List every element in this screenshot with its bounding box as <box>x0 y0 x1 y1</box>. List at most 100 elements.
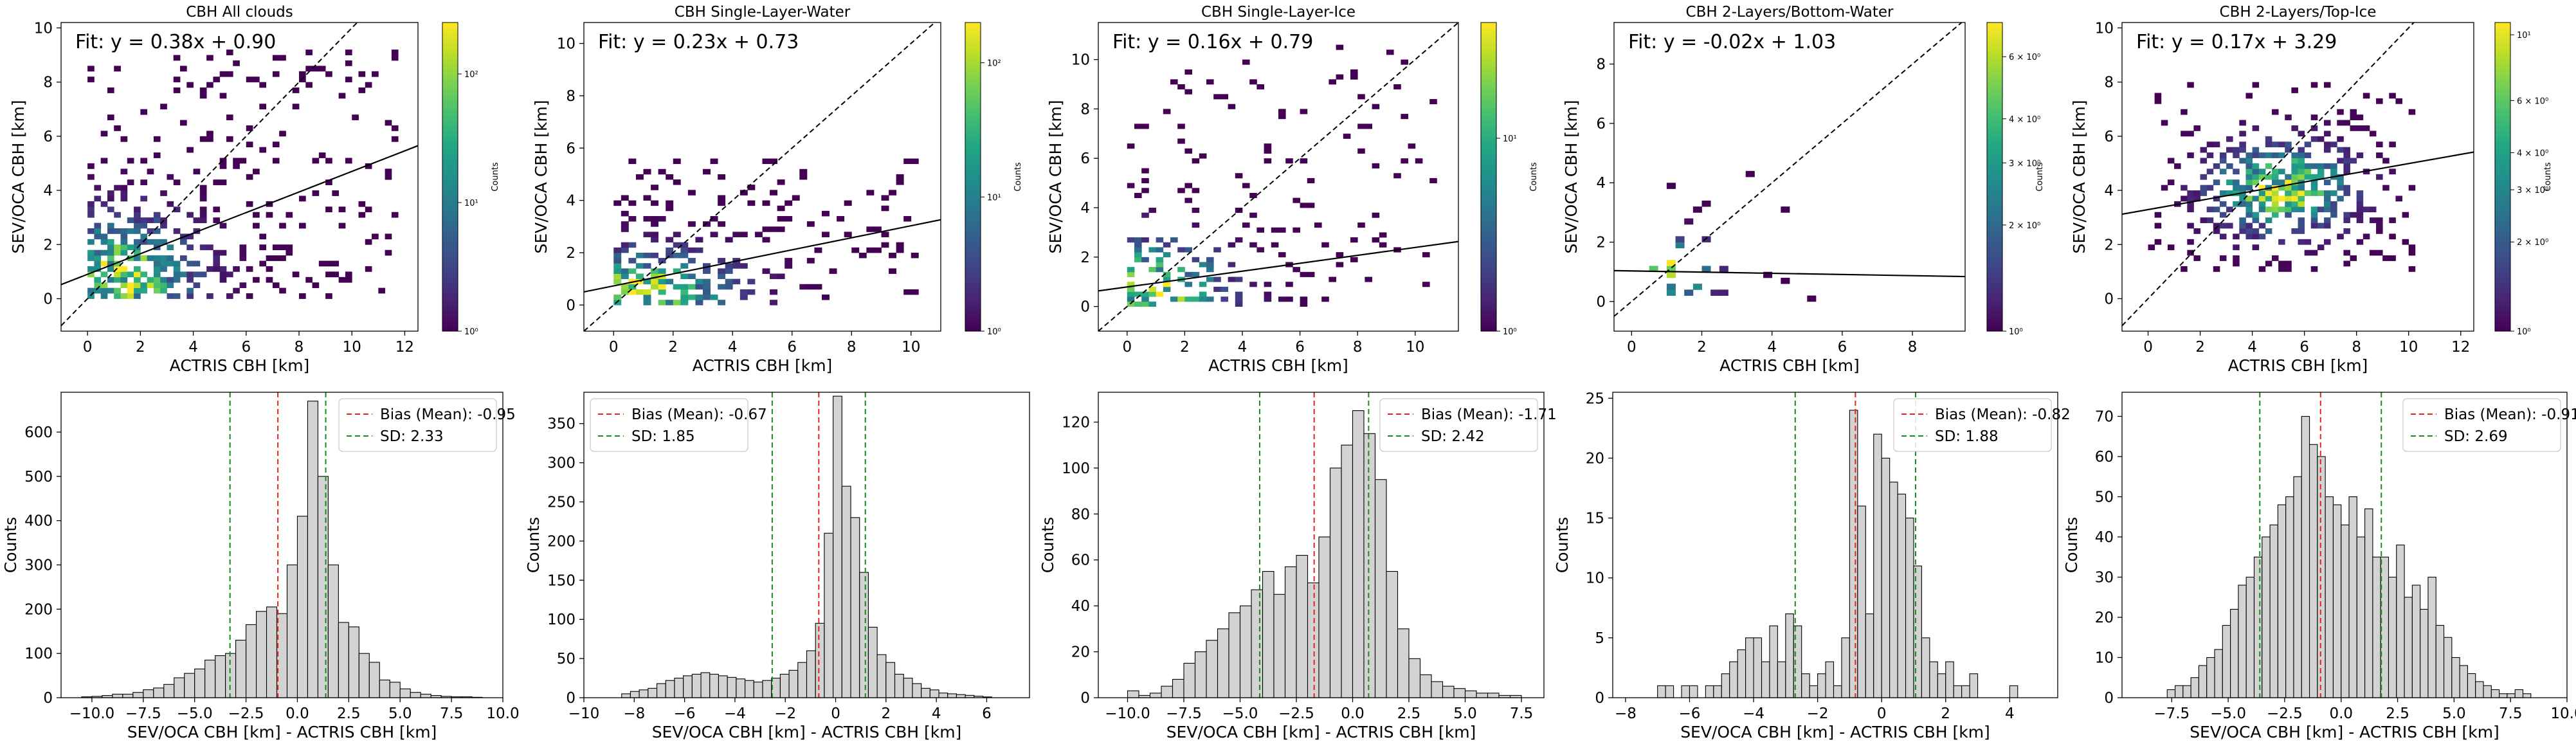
heatmap-cell <box>153 212 161 218</box>
heatmap-cell <box>1300 301 1308 307</box>
heatmap-cell <box>2219 255 2227 261</box>
heatmap-cell <box>621 289 629 295</box>
heatmap-cell <box>2324 239 2331 245</box>
heatmap-cell <box>2265 136 2272 142</box>
heatmap-cell <box>628 158 637 165</box>
heatmap-cell <box>2376 222 2383 229</box>
x-tick-label: −2.5 <box>1278 705 1314 722</box>
histogram-bar <box>1849 410 1858 698</box>
histogram-bar <box>338 622 349 698</box>
heatmap-cell <box>710 216 718 222</box>
one-to-one-line <box>1098 23 1458 331</box>
heatmap-cell <box>1192 222 1200 228</box>
heatmap-cell <box>2310 179 2318 186</box>
heatmap-cell <box>213 260 221 267</box>
colorbar-tick-label: 10¹ <box>2517 31 2531 41</box>
heatmap-cell <box>100 260 108 267</box>
heatmap-cell <box>680 273 689 280</box>
heatmap-cell <box>666 252 674 259</box>
heatmap-cell <box>2298 217 2305 223</box>
heatmap-cell <box>2330 206 2337 213</box>
x-tick-label: 0 <box>609 339 619 356</box>
x-tick-label: −5.0 <box>1222 705 1258 722</box>
fit-annotation: Fit: y = 0.17x + 3.29 <box>2136 31 2337 53</box>
heatmap-cell <box>226 71 233 77</box>
heatmap-cell <box>107 277 114 283</box>
histogram-bar <box>1753 637 1763 698</box>
colorbar-label: Counts <box>491 162 500 192</box>
heatmap-cell <box>391 136 399 142</box>
heatmap-cell <box>2206 152 2214 158</box>
legend-box <box>590 398 748 452</box>
heatmap-cell <box>2369 206 2377 213</box>
heatmap-cell <box>866 226 875 232</box>
heatmap-cell <box>2187 195 2194 202</box>
heatmap-cell <box>153 228 161 234</box>
heatmap-cell <box>233 163 240 169</box>
heatmap-cell <box>305 66 313 72</box>
heatmap-cell <box>1163 242 1171 248</box>
heatmap-cell <box>1684 218 1694 225</box>
heatmap-cell <box>2285 195 2292 202</box>
heatmap-cell <box>2324 206 2331 213</box>
heatmap-cell <box>2193 228 2200 234</box>
heatmap-cell <box>2310 114 2318 120</box>
heatmap-cell <box>1278 227 1286 233</box>
heatmap-cell <box>1393 84 1401 90</box>
histogram-bar <box>379 679 390 698</box>
heatmap-cell <box>2310 174 2318 180</box>
heatmap-cell <box>206 293 213 299</box>
heatmap-cell <box>2356 239 2364 245</box>
heatmap-cell <box>134 239 141 245</box>
heatmap-cell <box>2219 233 2227 240</box>
x-tick-label: 0.0 <box>1341 705 1365 722</box>
heatmap-cell <box>114 287 121 294</box>
heatmap-cell <box>140 158 148 164</box>
heatmap-cell <box>1719 289 1728 296</box>
heatmap-cell <box>710 158 718 165</box>
heatmap-cell <box>213 255 221 261</box>
heatmap-cell <box>2356 152 2364 158</box>
heatmap-cell <box>621 210 629 217</box>
plot-frame <box>60 392 503 698</box>
histogram-bar <box>389 682 401 698</box>
plot-frame <box>583 22 941 332</box>
heatmap-cell <box>703 289 711 295</box>
heatmap-cell <box>2310 217 2318 223</box>
x-tick-label: 6 <box>241 339 251 356</box>
heatmap-cell <box>213 266 221 272</box>
heatmap-cell <box>2337 109 2344 115</box>
heatmap-cell <box>2226 190 2233 196</box>
heatmap-cell <box>658 284 666 290</box>
heatmap-cell <box>1649 266 1658 273</box>
histogram-bar <box>174 677 185 698</box>
histogram-bar <box>1183 662 1196 698</box>
histogram-bar <box>824 532 834 698</box>
one-to-one-line <box>2122 23 2415 327</box>
heatmap-cell <box>114 260 121 267</box>
heatmap-cell <box>2271 206 2279 213</box>
heatmap-cell <box>279 55 286 61</box>
heatmap-cell <box>829 268 837 274</box>
histogram-bar <box>700 672 711 698</box>
legend-bias-label: Bias (Mean): -0.91 <box>2444 406 2576 423</box>
y-axis-label: SEV/OCA CBH [km] <box>2070 100 2089 253</box>
heatmap-cell <box>739 295 748 300</box>
heatmap-cell <box>1134 301 1142 307</box>
y-tick-label: 40 <box>1071 598 1090 615</box>
histogram-bar <box>1262 571 1274 698</box>
heatmap-cell <box>345 60 352 66</box>
heatmap-cell <box>219 250 227 256</box>
heatmap-cell <box>658 258 666 264</box>
heatmap-cell <box>100 287 108 294</box>
heatmap-cell <box>226 271 233 278</box>
heatmap-cell <box>219 266 227 272</box>
heatmap-cell <box>613 295 622 300</box>
histogram-bar <box>348 626 359 698</box>
heatmap-cell <box>1372 104 1380 109</box>
colorbar-tick-label: 4 × 10⁰ <box>2517 149 2548 158</box>
x-axis-label: SEV/OCA CBH [km] - ACTRIS CBH [km] <box>2190 723 2499 741</box>
heatmap-cell <box>1184 89 1192 95</box>
heatmap-cell <box>1807 295 1817 302</box>
heatmap-cell <box>94 266 102 272</box>
